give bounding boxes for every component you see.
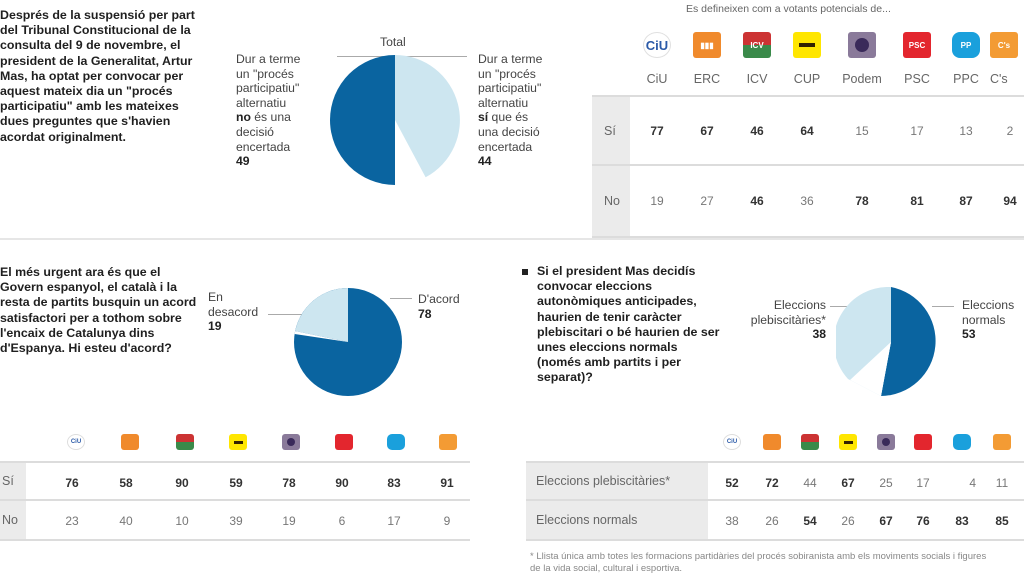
table3-row-pleb: 52 72 44 67 25 17 4 11: [725, 476, 1009, 490]
ciu-logo-icon: CiU: [723, 434, 741, 450]
ppc-logo-icon: PP: [952, 32, 980, 58]
party-col-cup: CUP: [782, 32, 832, 86]
footnote: * Llista única amb totes les formacions …: [530, 551, 987, 574]
pie3-label-pleb: Eleccions plebiscitàries* 38: [726, 298, 826, 342]
table2-mid-rule: [0, 499, 470, 501]
table3-top-rule: [526, 461, 1024, 463]
cup-logo-icon: [839, 434, 857, 450]
pie1-label-no: Dur a terme un "procés participatiu" alt…: [236, 52, 326, 169]
erc-logo-icon: [763, 434, 781, 450]
question-1-text: Després de la suspensió per part del Tri…: [0, 8, 195, 144]
party-col-cs: C's C's: [990, 32, 1024, 86]
pie2-value-agree: 78: [418, 306, 432, 321]
pie-chart-1: [330, 55, 460, 185]
ciu-logo-icon: CiU: [643, 32, 671, 58]
question-3-text: Si el president Mas decidís convocar ele…: [537, 264, 720, 385]
table3-bottom-rule: [526, 539, 1024, 541]
table3-row-normal: 38 26 54 26 67 76 83 85: [725, 514, 1009, 528]
pie2-label-disagree: En desacord 19: [208, 290, 278, 334]
pie2-label-agree: D'acord 78: [418, 292, 478, 321]
party-col-ciu: CiU CiU: [632, 32, 682, 86]
table1-top-rule: [592, 95, 1024, 97]
pie2-slice-disagree: [295, 288, 348, 342]
pie-chart-3: [836, 287, 936, 396]
party-col-ppc: PP PPC: [942, 32, 990, 86]
ppc-logo-icon: [387, 434, 405, 450]
psc-logo-icon: PSC: [903, 32, 931, 58]
table3-row-label-pleb: Eleccions plebiscitàries*: [526, 463, 708, 499]
pie2-value-disagree: 19: [208, 319, 222, 334]
cup-logo-icon: [229, 434, 247, 450]
pie1-label-yes: Dur a terme un "procés participatiu" alt…: [478, 52, 568, 169]
cup-logo-icon: [793, 32, 821, 58]
table1-party-logos: CiU CiU ▮▮▮ ERC ICV ICV CUP Podem PSC PS…: [632, 32, 1024, 86]
pie3-slice-normal: [881, 287, 936, 396]
pie3-value-normal: 53: [962, 327, 976, 342]
table3-mid-rule: [526, 499, 1024, 501]
party-col-podem: Podem: [832, 32, 892, 86]
erc-logo-icon: ▮▮▮: [693, 32, 721, 58]
podem-logo-icon: [877, 434, 895, 450]
pie-chart-2: [294, 288, 402, 396]
table2-top-rule: [0, 461, 470, 463]
party-col-icv: ICV ICV: [732, 32, 782, 86]
table1-row-si: 77 67 46 64 15 17 13 2: [650, 124, 1014, 138]
pie1-value-no: 49: [236, 154, 250, 169]
pie2-leader-left: [268, 314, 318, 315]
pie3-label-normal: Eleccions normals 53: [962, 298, 1024, 342]
table1-row-label-no: No: [592, 166, 630, 236]
ppc-logo-icon: [953, 434, 971, 450]
podem-logo-icon: [282, 434, 300, 450]
section-divider: [0, 238, 1024, 240]
cs-logo-icon: C's: [990, 32, 1018, 58]
cs-logo-icon: [993, 434, 1011, 450]
bullet-icon: [522, 269, 528, 275]
table2-row-label-si: Sí: [0, 463, 26, 499]
psc-logo-icon: [335, 434, 353, 450]
icv-logo-icon: ICV: [743, 32, 771, 58]
table1-row-no: 19 27 46 36 78 81 87 94: [650, 194, 1017, 208]
table1-row-label-si: Sí: [592, 97, 630, 164]
party-col-erc: ▮▮▮ ERC: [682, 32, 732, 86]
icv-logo-icon: [176, 434, 194, 450]
table3-party-logos: CiU: [712, 434, 1022, 450]
erc-logo-icon: [121, 434, 139, 450]
question-2-text: El més urgent ara és que el Govern espan…: [0, 265, 197, 356]
table3-row-label-normal: Eleccions normals: [526, 501, 708, 539]
pie1-slice-yes: [395, 55, 460, 178]
pie2-leader-right: [390, 298, 412, 299]
party-col-psc: PSC PSC: [892, 32, 942, 86]
table1-header-caption: Es defineixen com a votants potencials d…: [686, 3, 891, 15]
pie3-value-pleb: 38: [812, 327, 826, 342]
pie3-leader-left: [830, 306, 860, 307]
table2-row-si: 76 58 90 59 78 90 83 91: [65, 476, 454, 490]
pie3-leader-right: [932, 306, 954, 307]
pie1-value-yes: 44: [478, 154, 492, 169]
table1-bottom-rule: [592, 236, 1024, 238]
table1-mid-rule: [592, 164, 1024, 166]
table2-party-logos: CiU: [50, 434, 474, 450]
table2-bottom-rule: [0, 539, 470, 541]
podem-logo-icon: [848, 32, 876, 58]
psc-logo-icon: [914, 434, 932, 450]
cs-logo-icon: [439, 434, 457, 450]
pie1-slice-no: [330, 55, 395, 185]
icv-logo-icon: [801, 434, 819, 450]
table2-row-no: 23 40 10 39 19 6 17 9: [65, 514, 451, 528]
table2-row-label-no: No: [0, 501, 26, 539]
pie1-title: Total: [380, 35, 406, 49]
ciu-logo-icon: CiU: [67, 434, 85, 450]
